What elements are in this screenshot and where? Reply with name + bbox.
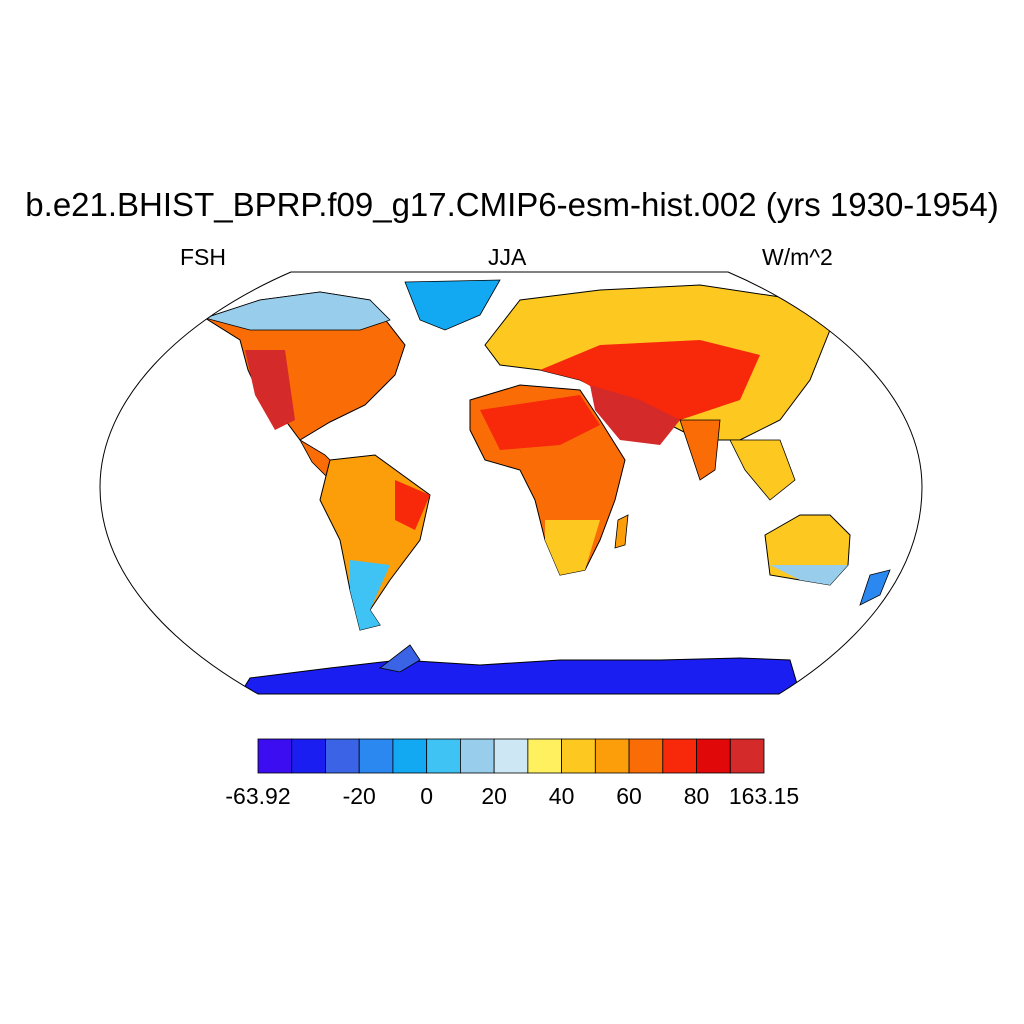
season-label: JJA bbox=[488, 244, 527, 270]
antarctica-peninsula bbox=[379, 644, 421, 673]
sahara-hot bbox=[480, 395, 600, 450]
madagascar bbox=[614, 514, 629, 549]
colorbar-box bbox=[358, 738, 394, 774]
colorbar-tick-label: 80 bbox=[683, 783, 710, 809]
colorbar-tick-label: -63.92 bbox=[225, 783, 291, 809]
brazil-hot bbox=[395, 480, 430, 530]
colorbar-tick-label: -20 bbox=[342, 783, 376, 809]
india bbox=[679, 419, 721, 481]
colorbar-tick-label: 163.15 bbox=[728, 783, 800, 809]
colorbar-box bbox=[257, 738, 293, 774]
north-america-north bbox=[203, 291, 391, 331]
colorbar-tick-label: 20 bbox=[481, 783, 507, 809]
colorbar-box bbox=[392, 738, 428, 774]
southern-africa bbox=[545, 520, 600, 575]
south-america-south bbox=[350, 560, 390, 630]
australia-south bbox=[770, 565, 848, 585]
colorbar-box bbox=[493, 738, 529, 774]
colorbar-box bbox=[527, 738, 562, 774]
colorbar-box bbox=[459, 738, 495, 774]
map-border bbox=[99, 271, 923, 695]
colorbar-tick-label: 60 bbox=[616, 783, 642, 809]
colorbar-box bbox=[561, 738, 596, 774]
colorbar-box bbox=[662, 738, 697, 774]
colorbar-box bbox=[291, 738, 326, 774]
north-america-west-hot bbox=[245, 350, 295, 430]
variable-label: FSH bbox=[180, 244, 226, 270]
asia-hot-band bbox=[540, 340, 760, 420]
colorbar-box bbox=[628, 738, 664, 774]
plot-title: b.e21.BHIST_BPRP.f09_g17.CMIP6-esm-hist.… bbox=[25, 186, 999, 223]
colorbar-box bbox=[325, 738, 360, 774]
colorbar-tick-label: 0 bbox=[420, 783, 434, 809]
southeast-asia bbox=[729, 439, 796, 501]
antarctica bbox=[239, 657, 801, 694]
greenland bbox=[404, 279, 501, 331]
colorbar-box bbox=[729, 738, 765, 774]
colorbar-tick-label: 40 bbox=[548, 783, 575, 809]
units-label: W/m^2 bbox=[762, 244, 833, 270]
colorbar-box bbox=[426, 738, 461, 774]
colorbar-box bbox=[696, 738, 731, 774]
middle-east bbox=[590, 385, 680, 445]
colorbar-box bbox=[594, 738, 630, 774]
new-zealand bbox=[859, 569, 891, 606]
